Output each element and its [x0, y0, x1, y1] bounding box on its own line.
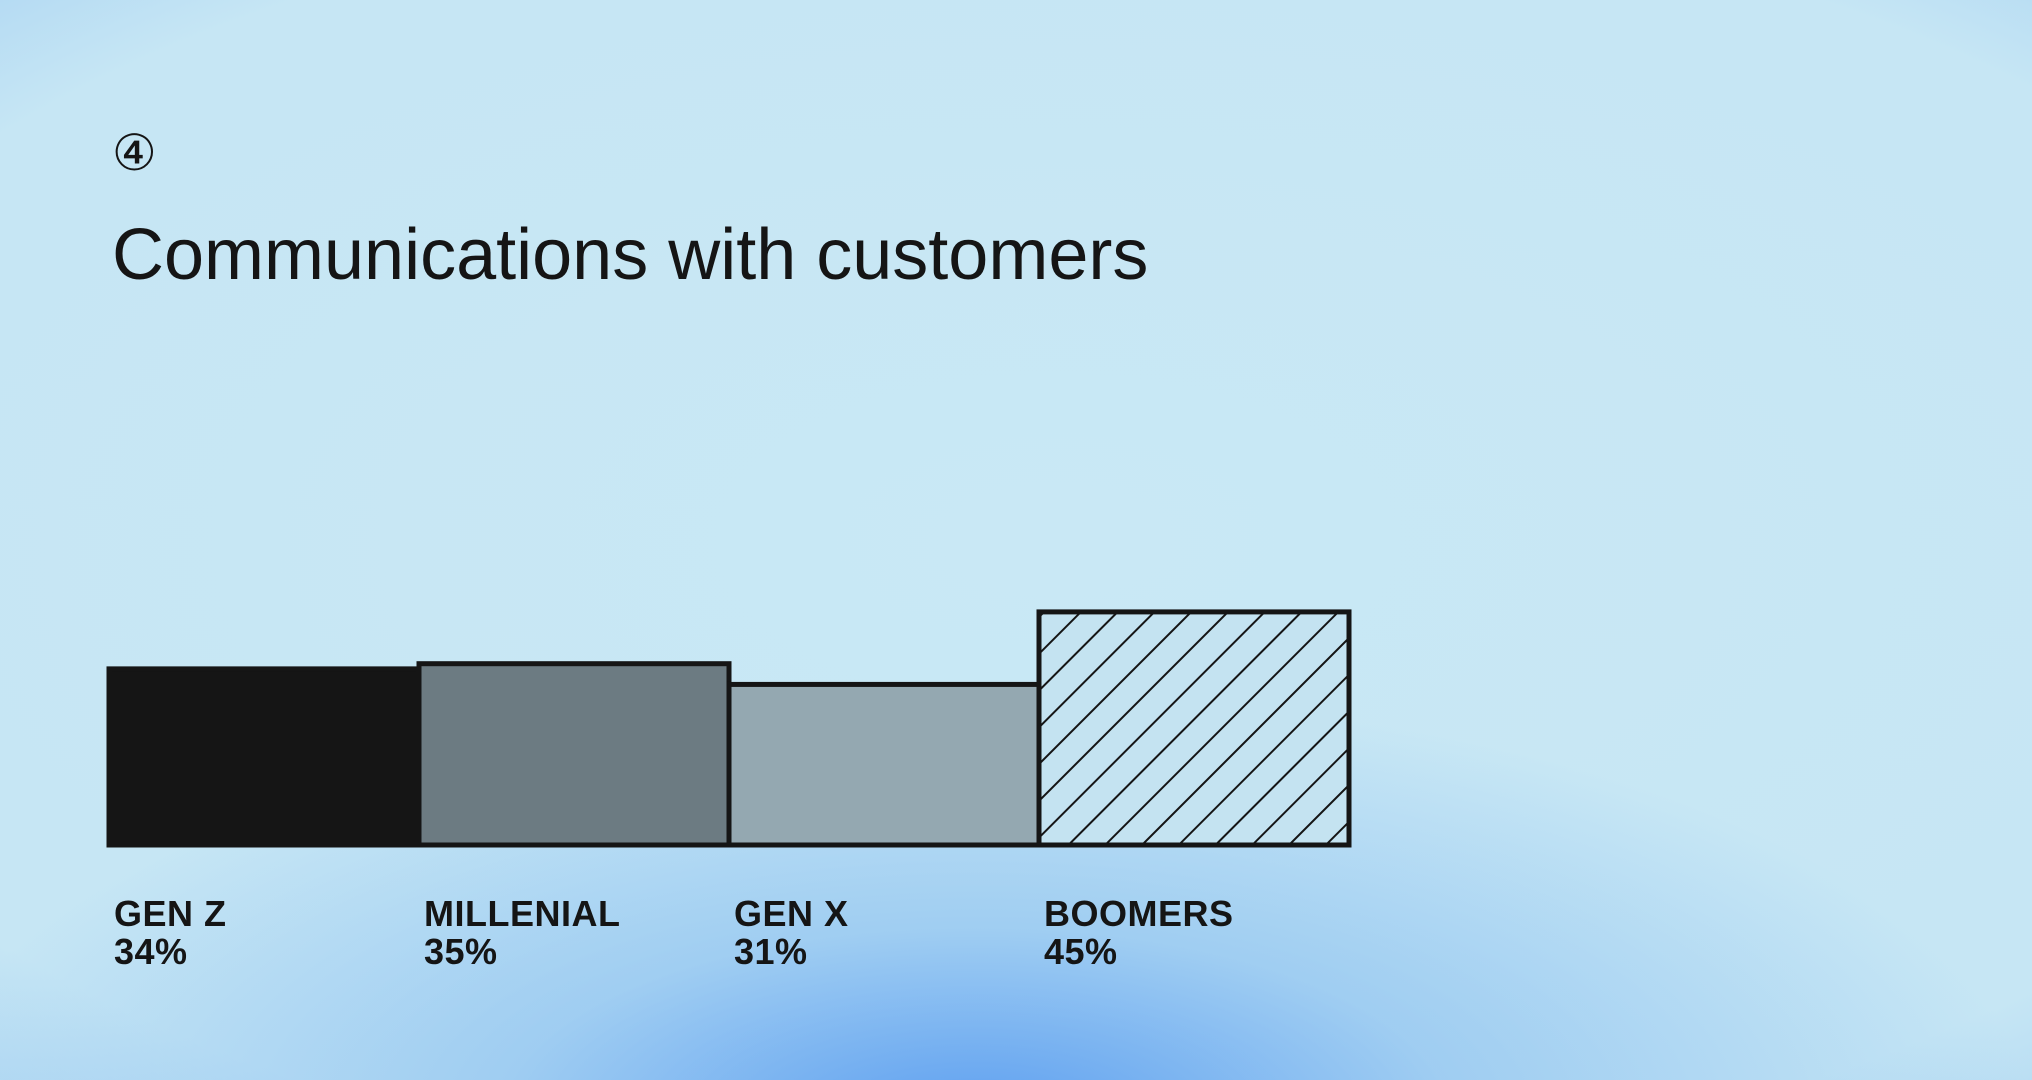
category-label: GEN X: [734, 893, 849, 934]
value-label: 45%: [1044, 931, 1118, 972]
value-label: 34%: [114, 931, 188, 972]
bar: [416, 661, 732, 848]
category-label: GEN Z: [114, 893, 227, 934]
bar: [106, 666, 422, 848]
value-label: 31%: [734, 931, 808, 972]
chart-title: Communications with customers: [112, 215, 1148, 295]
category-label: BOOMERS: [1044, 893, 1234, 934]
bar: [726, 681, 1042, 848]
value-label: 35%: [424, 931, 498, 972]
category-label: MILLENIAL: [424, 893, 620, 934]
bar: [1036, 609, 1352, 848]
step-number: ④: [112, 125, 157, 181]
